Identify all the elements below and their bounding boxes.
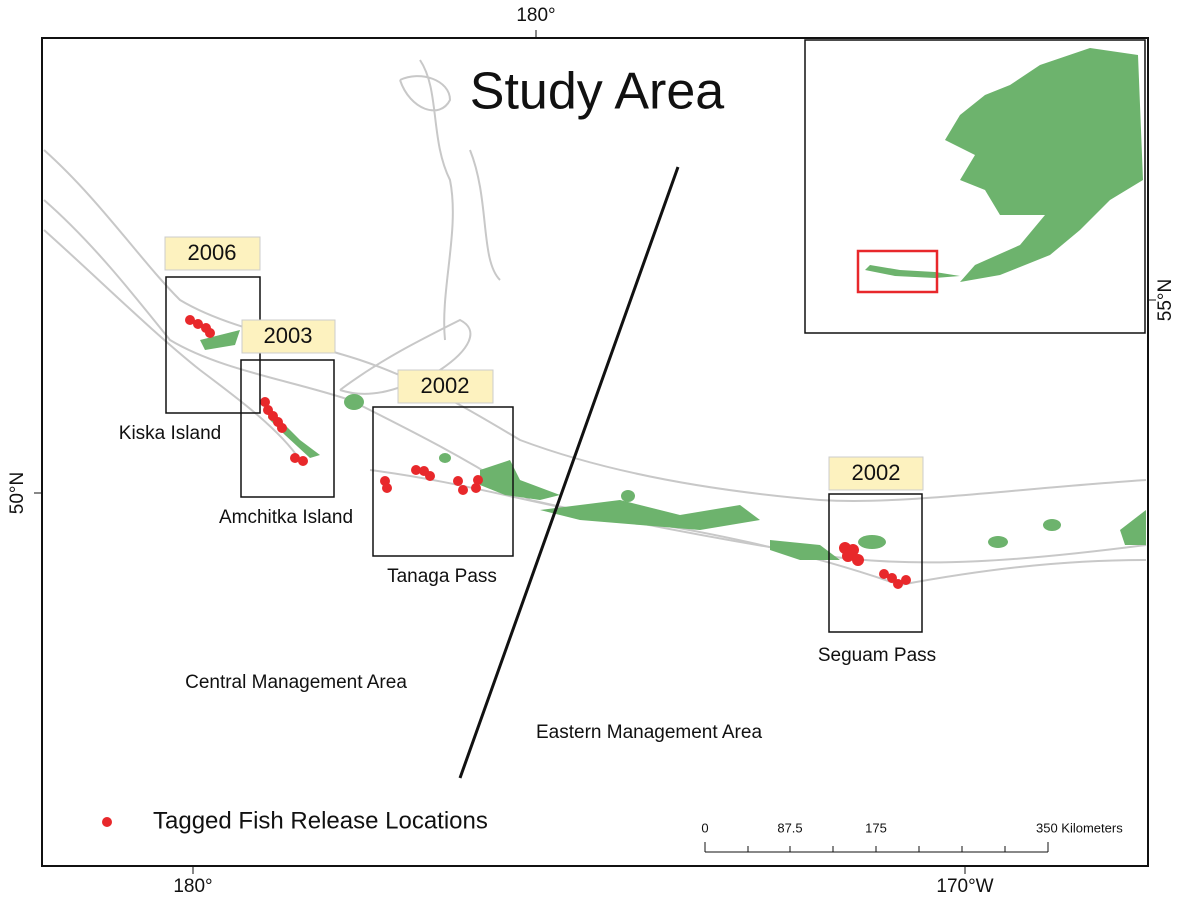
graticule-label: 180° — [173, 876, 212, 897]
study-box — [240, 359, 335, 498]
scale-bar — [704, 842, 1049, 853]
management-area-label: Eastern Management Area — [536, 722, 762, 743]
scale-label: 175 — [865, 820, 887, 835]
inset-map — [804, 39, 1146, 334]
year-tag — [828, 456, 924, 491]
management-boundary — [458, 166, 680, 779]
scale-label: 0 — [701, 820, 708, 835]
area-label: Amchitka Island — [219, 507, 353, 528]
legend-symbol — [102, 817, 112, 827]
study-boxes: 2006 Kiska Island 2003 Amchitka Island 2… — [119, 236, 936, 666]
graticule-label: 50°N — [7, 472, 28, 514]
year-tag — [164, 236, 261, 271]
year: 2002 — [852, 460, 901, 485]
graticule-label: 170°W — [936, 876, 993, 897]
management-area-label: Central Management Area — [185, 672, 407, 693]
study-box — [372, 406, 514, 557]
area-label: Kiska Island — [119, 423, 221, 444]
year: 2002 — [421, 373, 470, 398]
scale-label: 87.5 — [777, 820, 802, 835]
legend-label: Tagged Fish Release Locations — [153, 807, 488, 834]
study-box — [828, 493, 923, 633]
graticule: 180° 180° 170°W 50°N 55°N — [7, 5, 1176, 897]
inset-highlight — [856, 249, 939, 294]
map-title: Study Area — [470, 63, 724, 121]
year-tag — [241, 319, 336, 354]
year: 2003 — [264, 323, 313, 348]
graticule-label: 55°N — [1155, 279, 1176, 321]
islands — [200, 330, 1146, 560]
graticule-label: 180° — [516, 5, 555, 26]
year: 2006 — [188, 240, 237, 265]
area-label: Seguam Pass — [818, 645, 936, 666]
area-label: Tanaga Pass — [387, 566, 497, 587]
release-points — [185, 315, 911, 589]
scale-label: 350 Kilometers — [1036, 820, 1123, 835]
year-tag — [397, 369, 494, 404]
